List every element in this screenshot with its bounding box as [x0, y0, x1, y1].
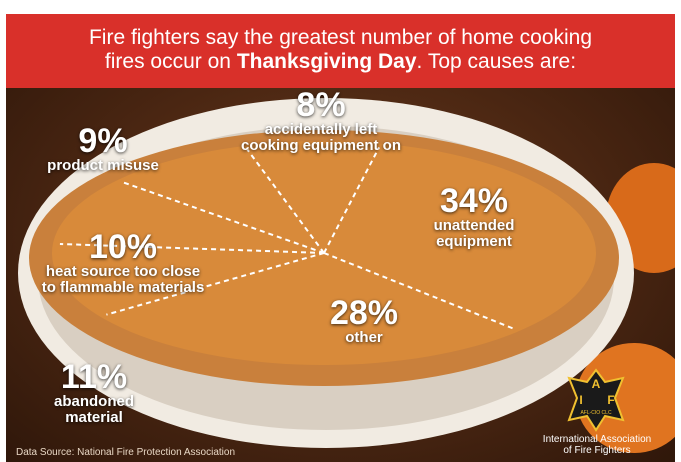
logo-letter-f: F — [607, 393, 614, 407]
desc-9: product misuse — [47, 157, 159, 174]
slice-dividers — [59, 146, 514, 330]
desc-11-line2: material — [65, 409, 123, 426]
header-line-2-start: fires occur on — [104, 50, 237, 73]
iaff-logo: A I F AFL-CIO CLC — [567, 368, 625, 432]
org-line-2: of Fire Fighters — [563, 445, 631, 456]
header-line-2-end: . Top causes are: — [416, 50, 577, 73]
value-28: 28% — [329, 294, 399, 332]
logo-afl-cio: AFL-CIO CLC — [580, 410, 612, 416]
header-line-2: fires occur on Thanksgiving Day. Top cau… — [6, 50, 675, 74]
header-emphasis: Thanksgiving Day — [236, 50, 417, 73]
desc-34-line1: unattended — [433, 217, 515, 234]
logo-letter-i: I — [579, 393, 582, 407]
slice-divider-10-percent — [59, 242, 325, 254]
desc-11-line1: abandoned — [53, 393, 134, 410]
logo-letter-a: A — [592, 377, 601, 391]
desc-10-line2: to flammable materials — [41, 279, 205, 296]
desc-8-line1: accidentally left — [264, 121, 378, 138]
desc-28: other — [345, 329, 383, 346]
label-34-percent: 34% unattended equipment — [404, 184, 544, 250]
value-9: 9% — [78, 122, 128, 160]
label-8-percent: 8% accidentally left cooking equipment o… — [211, 88, 431, 154]
org-line-1: International Association — [542, 434, 652, 445]
value-8: 8% — [296, 88, 346, 124]
label-11-percent: 11% abandoned material — [34, 360, 154, 426]
desc-10-line1: heat source too close — [45, 263, 201, 280]
label-9-percent: 9% product misuse — [28, 124, 178, 174]
value-34: 34% — [439, 182, 509, 220]
header-banner: Fire fighters say the greatest number of… — [6, 14, 675, 88]
pie-chart — [18, 98, 675, 453]
desc-34-line2: equipment — [436, 233, 512, 250]
label-28-percent: 28% other — [314, 296, 414, 346]
slice-divider-8-percent — [246, 149, 325, 254]
desc-8-line2: cooking equipment on — [241, 137, 401, 154]
pumpkin-decoration-lower — [576, 343, 675, 453]
slice-divider-34-percent — [323, 146, 380, 254]
pie-photo-scene: 8% accidentally left cooking equipment o… — [6, 88, 675, 462]
data-source: Data Source: National Fire Protection As… — [16, 447, 235, 458]
value-10: 10% — [88, 228, 158, 266]
label-10-percent: 10% heat source too close to flammable m… — [18, 230, 228, 296]
organization-name: International Association of Fire Fighte… — [527, 434, 667, 456]
slice-divider-28-percent — [323, 252, 514, 330]
slice-divider-11-percent — [106, 252, 325, 316]
value-11: 11% — [60, 358, 128, 396]
header-line-1: Fire fighters say the greatest number of… — [88, 26, 593, 49]
